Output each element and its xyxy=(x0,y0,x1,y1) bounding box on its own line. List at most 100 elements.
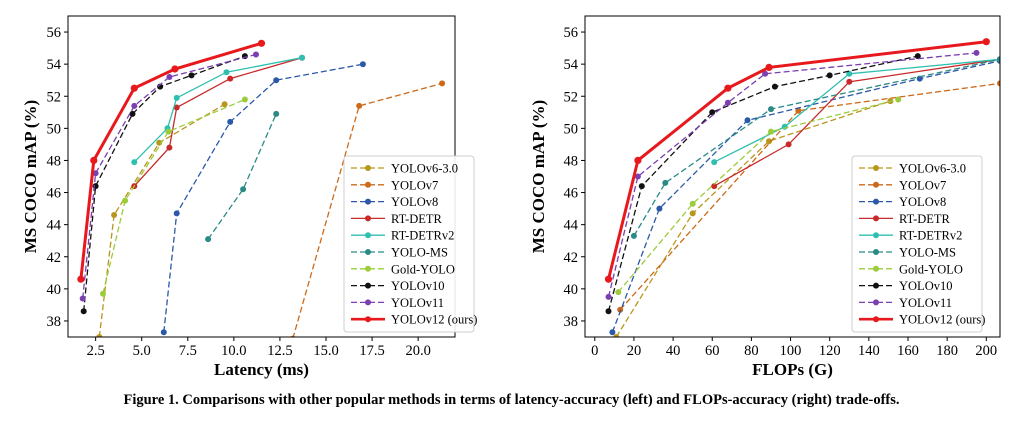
legend-entry-label: YOLOv11 xyxy=(391,296,444,310)
data-point xyxy=(846,70,853,77)
series-line xyxy=(83,55,246,312)
x-tick-label: 7.5 xyxy=(179,343,197,359)
legend-entry-label: YOLOv8 xyxy=(899,195,946,209)
data-point xyxy=(744,117,751,124)
legend-entry-label: YOLO-MS xyxy=(899,246,956,260)
series-line xyxy=(713,58,1000,187)
data-point xyxy=(96,334,103,337)
data-point xyxy=(997,80,1000,87)
legend-entry-label: YOLOv7 xyxy=(391,178,438,192)
data-point xyxy=(356,102,363,109)
data-point xyxy=(724,99,731,106)
x-axis-label: Latency (ms) xyxy=(214,360,309,379)
data-point xyxy=(609,329,616,336)
x-tick-label: 140 xyxy=(858,343,880,359)
data-point xyxy=(100,290,106,297)
data-point xyxy=(771,83,778,90)
latency-chart: 38 40 42 44 46 48 50 52 54 56 2.5 5.0 7.5 10.0 12.5 15.… xyxy=(21,15,477,379)
legend-entry-label: YOLOv10 xyxy=(391,279,444,293)
data-point xyxy=(709,109,716,116)
legend-entry-label: YOLOv11 xyxy=(899,296,952,310)
data-point xyxy=(257,39,266,47)
legend-box xyxy=(343,155,475,333)
y-tick-label: 52 xyxy=(564,89,579,105)
x-tick-label: 60 xyxy=(705,343,720,359)
data-point xyxy=(997,56,1000,63)
data-point xyxy=(173,210,180,217)
series-line xyxy=(292,82,443,337)
y-tick-label: 38 xyxy=(47,314,62,330)
x-tick-label: 12.5 xyxy=(267,343,292,359)
series-line xyxy=(607,52,977,298)
figure-caption: Figure 1. Comparisons with other popular… xyxy=(0,392,1023,409)
data-point xyxy=(227,75,234,82)
data-point xyxy=(689,210,696,217)
data-point xyxy=(227,118,234,125)
y-tick-label: 50 xyxy=(564,121,579,137)
legend-entry-label: Gold-YOLO xyxy=(391,262,455,276)
series-line xyxy=(713,58,1000,163)
x-tick-label: 80 xyxy=(744,343,759,359)
data-point xyxy=(240,186,247,193)
data-point xyxy=(711,183,718,190)
data-point xyxy=(173,94,180,101)
legend-swatch-marker xyxy=(365,249,371,255)
data-point xyxy=(914,53,921,60)
x-tick-label: 120 xyxy=(819,343,841,359)
legend-entry-label: YOLOv12 (ours) xyxy=(899,313,985,327)
data-point xyxy=(273,110,280,117)
x-tick-label: 20.0 xyxy=(405,343,430,359)
y-tick-label: 40 xyxy=(47,282,62,298)
y-tick-label: 44 xyxy=(564,218,579,234)
x-tick-label: 15.0 xyxy=(313,343,338,359)
data-point xyxy=(273,77,280,84)
data-point xyxy=(205,236,212,243)
data-point xyxy=(768,128,774,135)
series-line xyxy=(607,55,918,312)
y-tick-label: 56 xyxy=(564,25,579,41)
legend-swatch-marker xyxy=(365,282,371,289)
data-point xyxy=(762,70,769,77)
data-point xyxy=(768,106,774,113)
legend-swatch-marker xyxy=(873,181,879,188)
y-tick-label: 54 xyxy=(47,57,62,73)
legend-entry-label: YOLO-MS xyxy=(391,246,448,260)
x-tick-label: 20 xyxy=(627,343,642,359)
data-point xyxy=(615,289,622,296)
data-point xyxy=(634,173,641,180)
legend-entry-label: YOLOv6-3.0 xyxy=(391,162,458,176)
data-point xyxy=(165,128,172,135)
data-point xyxy=(79,295,86,302)
x-tick-label: 2.5 xyxy=(87,343,105,359)
data-point xyxy=(630,232,637,239)
y-tick-label: 40 xyxy=(564,282,579,298)
legend-entry-label: YOLOv12 (ours) xyxy=(391,313,477,327)
data-point xyxy=(131,159,138,166)
legend-swatch-marker xyxy=(365,215,371,222)
series-line xyxy=(207,113,277,240)
data-point xyxy=(122,197,129,204)
legend-entry-label: RT-DETR xyxy=(391,212,443,226)
x-tick-label: 180 xyxy=(936,343,958,359)
caption-prefix: Figure 1. xyxy=(123,392,179,408)
data-point xyxy=(359,61,366,68)
y-axis-label: MS COCO mAP (%) xyxy=(21,100,40,253)
data-point xyxy=(634,156,642,164)
data-point xyxy=(173,104,180,111)
data-point xyxy=(895,96,902,103)
x-tick-label: 10.0 xyxy=(221,343,246,359)
x-axis-label: FLOPs (G) xyxy=(752,360,833,379)
plot-area xyxy=(604,38,1000,337)
x-tick-label: 0 xyxy=(591,343,598,359)
y-axis-label: MS COCO mAP (%) xyxy=(529,100,548,253)
legend-swatch-marker xyxy=(365,265,371,272)
data-point xyxy=(662,179,669,186)
axes-frame xyxy=(584,15,1001,338)
data-point xyxy=(223,69,230,76)
legend-swatch-marker xyxy=(873,316,879,323)
legend-swatch-marker xyxy=(873,215,879,222)
legend-swatch-marker xyxy=(873,198,879,205)
legend-swatch-marker xyxy=(365,299,371,306)
plot-area xyxy=(77,39,446,337)
data-point xyxy=(724,84,732,92)
